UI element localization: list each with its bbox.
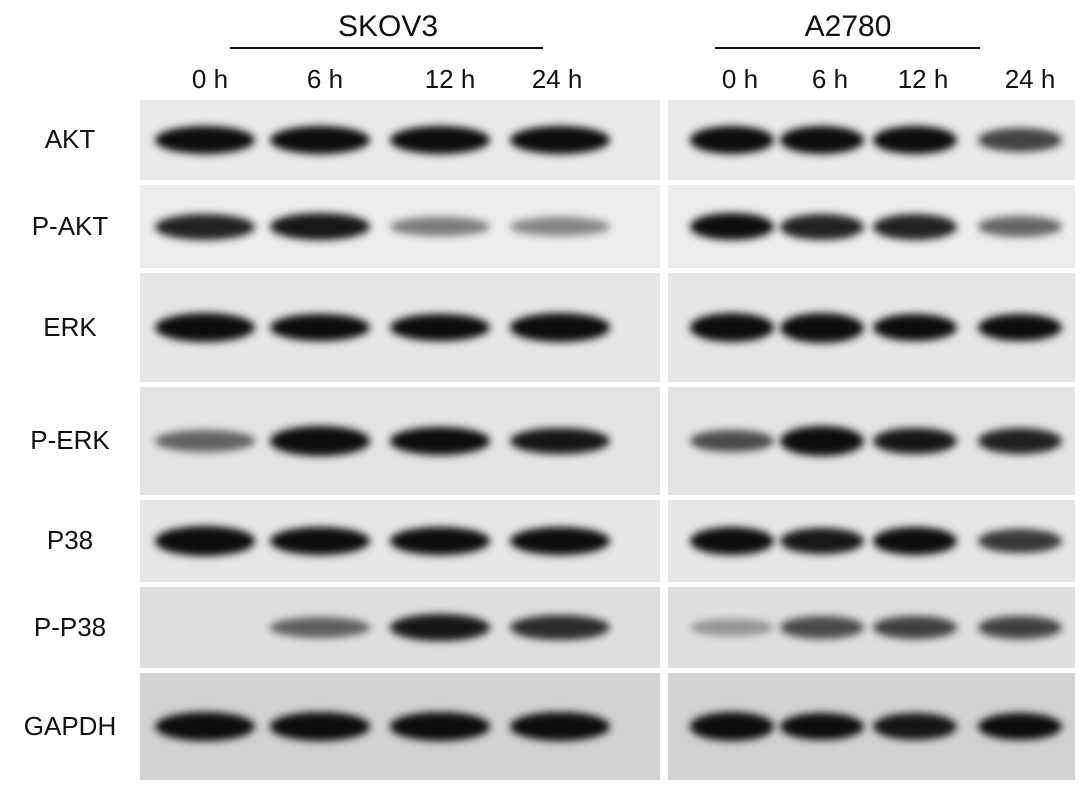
row-label-p-erk: P-ERK [30, 425, 110, 455]
band [978, 128, 1062, 152]
band [780, 712, 864, 741]
band [270, 125, 370, 155]
band [155, 430, 255, 452]
time-label: 0 h [191, 64, 229, 94]
time-label: 6 h [306, 64, 344, 94]
row-label-p-akt: P-AKT [31, 210, 109, 241]
band [510, 614, 610, 641]
band [510, 126, 610, 154]
band [155, 312, 255, 343]
band [270, 526, 370, 556]
band [390, 313, 490, 342]
band [978, 528, 1062, 554]
time-label: 12 h [424, 64, 476, 94]
band [390, 427, 490, 455]
band [390, 614, 490, 641]
cell-line-divider-a2780 [715, 47, 980, 49]
band [390, 216, 490, 237]
time-label: 24 h [1004, 64, 1056, 94]
blot-panel-p-erk-skov3 [140, 387, 660, 495]
band [690, 618, 774, 637]
time-label: 24 h [531, 64, 583, 94]
time-label: 12 h [897, 64, 949, 94]
band [690, 526, 774, 556]
band [510, 711, 610, 742]
cell-line-divider-skov3 [230, 47, 543, 49]
band [873, 615, 957, 640]
band [690, 429, 774, 453]
cell-line-title-skov3: SKOV3 [337, 10, 439, 43]
cell-line-title-a2780: A2780 [804, 10, 892, 43]
band [510, 526, 610, 556]
band [155, 125, 255, 155]
band [155, 711, 255, 742]
time-label: 6 h [811, 64, 849, 94]
blot-panel-gapdh-a2780 [668, 673, 1075, 780]
band [780, 616, 864, 639]
band [873, 126, 957, 154]
band [270, 426, 370, 456]
blot-panel-erk-skov3 [140, 273, 660, 382]
band [873, 527, 957, 555]
row-label-p38: P38 [46, 525, 94, 555]
band [873, 713, 957, 740]
band [873, 427, 957, 455]
band [873, 213, 957, 240]
band [270, 616, 370, 639]
band [270, 712, 370, 741]
band [780, 126, 864, 154]
band [390, 126, 490, 154]
band [510, 217, 610, 236]
blot-panel-gapdh-skov3 [140, 673, 660, 780]
band [978, 215, 1062, 238]
band [780, 527, 864, 555]
band [978, 615, 1062, 640]
band [978, 428, 1062, 454]
band [690, 712, 774, 741]
band [873, 313, 957, 342]
blot-panel-p38-skov3 [140, 500, 660, 582]
blot-panel-akt-a2780 [668, 100, 1075, 180]
blot-panel-p-akt-a2780 [668, 185, 1075, 268]
band [270, 213, 370, 240]
band [780, 312, 864, 343]
band [155, 526, 255, 556]
row-label-gapdh: GAPDH [23, 710, 117, 741]
band [690, 212, 774, 241]
band [390, 527, 490, 555]
row-label-p-p38: P-P38 [33, 611, 107, 642]
row-label-erk: ERK [43, 311, 97, 342]
band [155, 213, 255, 240]
band [978, 313, 1062, 342]
blot-panel-akt-skov3 [140, 100, 660, 180]
blot-panel-p38-a2780 [668, 500, 1075, 582]
band [690, 126, 774, 154]
row-label-akt: AKT [44, 124, 96, 154]
band [978, 712, 1062, 741]
blot-panel-p-p38-a2780 [668, 587, 1075, 668]
time-label: 0 h [721, 64, 759, 94]
blot-panel-p-p38-skov3 [140, 587, 660, 668]
band [270, 313, 370, 342]
blot-panel-p-akt-skov3 [140, 185, 660, 268]
band [510, 427, 610, 455]
band [690, 313, 774, 342]
band [510, 313, 610, 342]
blot-panel-p-erk-a2780 [668, 387, 1075, 495]
band [390, 712, 490, 741]
blot-panel-erk-a2780 [668, 273, 1075, 382]
band [780, 426, 864, 456]
band [780, 213, 864, 240]
